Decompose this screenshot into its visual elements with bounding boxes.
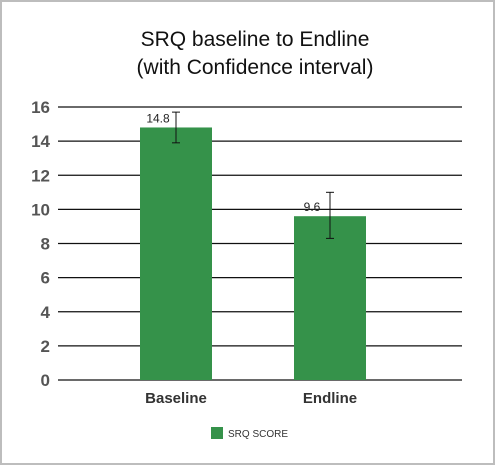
y-tick-label: 8 (41, 235, 50, 254)
bar-baseline (140, 127, 212, 380)
x-category-baseline: Baseline (145, 390, 207, 407)
y-tick-label: 0 (41, 371, 50, 390)
chart-title-line-1: SRQ baseline to Endline (141, 28, 370, 51)
error-bar-endline (326, 191, 334, 239)
bar-endline (294, 216, 366, 380)
error-bar-baseline (172, 111, 180, 144)
y-tick-label: 6 (41, 269, 50, 288)
y-axis-ticks: 0 2 4 6 8 10 12 14 16 (31, 98, 50, 390)
legend-swatch (211, 427, 223, 439)
y-tick-label: 4 (41, 303, 51, 322)
grid-lines (58, 106, 462, 381)
y-tick-label: 10 (31, 200, 50, 219)
legend-label: SRQ SCORE (228, 429, 288, 440)
x-category-endline: Endline (303, 390, 357, 407)
x-axis-categories: Baseline Endline (145, 390, 357, 407)
y-tick-label: 16 (31, 98, 50, 117)
data-label-baseline: 14.8 (146, 111, 170, 125)
bars (140, 127, 366, 380)
chart-title-line-2: (with Confidence interval) (137, 56, 374, 79)
data-labels: 14.8 9.6 (146, 111, 320, 214)
data-label-endline: 9.6 (304, 200, 321, 214)
y-tick-label: 14 (31, 132, 50, 151)
error-bars (172, 111, 334, 239)
legend: SRQ SCORE (211, 427, 288, 440)
y-tick-label: 2 (41, 337, 50, 356)
y-tick-label: 12 (31, 166, 50, 185)
